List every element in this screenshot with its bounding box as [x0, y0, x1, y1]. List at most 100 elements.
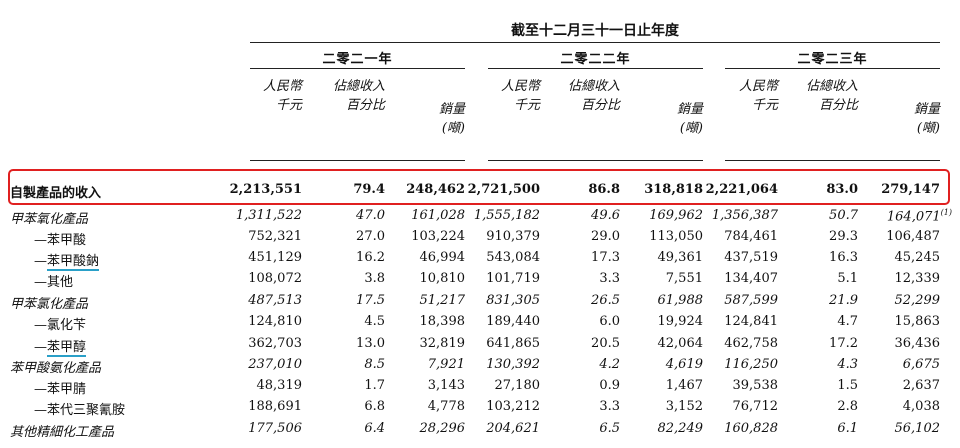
- table-row: 其他精細化工產品 177,506 6.4 28,296 204,621 6.5 82,249…: [0, 419, 960, 440]
- row-label: —苯甲腈: [34, 382, 87, 397]
- highlight-box: [8, 169, 950, 205]
- row-value: 188,691: [248, 399, 302, 414]
- row-value: 26.5: [591, 293, 620, 308]
- row-value: 6,675: [902, 357, 940, 372]
- header-rule: [250, 42, 940, 43]
- row-value: 49.6: [591, 208, 620, 223]
- row-label: —氯化苄: [34, 318, 87, 333]
- row-value: 1,467: [665, 378, 703, 393]
- row-value: 161,028: [411, 208, 465, 223]
- row-value: 3.3: [599, 399, 620, 414]
- row-value: 4,778: [427, 399, 465, 414]
- subhead-rule-2023: [725, 160, 940, 161]
- row-value: 28,296: [419, 421, 466, 436]
- row-value: 169,962: [649, 208, 703, 223]
- row-value: 19,924: [657, 314, 704, 329]
- row-value: 7,551: [665, 271, 703, 286]
- row-value: 130,392: [486, 357, 540, 372]
- row-label: 甲苯氯化產品: [10, 297, 89, 312]
- period-header: 截至十二月三十一日止年度: [511, 23, 679, 39]
- row-value: 462,758: [724, 336, 778, 351]
- row-value: 83.0: [826, 182, 858, 197]
- row-value: 910,379: [486, 229, 540, 244]
- row-label: 苯甲酸氨化產品: [10, 361, 102, 376]
- row-value: 113,050: [649, 229, 703, 244]
- row-value: 437,519: [724, 250, 778, 265]
- year-rule-2022: [488, 68, 703, 69]
- subhead-sales-volume: 銷量 (噸): [438, 102, 465, 136]
- row-value: 248,462: [406, 182, 465, 197]
- table-row: —氯化苄 124,810 4.5 18,398 189,440 6.0 19,924 124,…: [0, 312, 960, 333]
- year-rule-2023: [725, 68, 940, 69]
- row-value: 17.2: [829, 336, 858, 351]
- row-value: 27.0: [356, 229, 385, 244]
- table-row: 自製產品的收入 2,213,551 79.4 248,462 2,721,500 86.8…: [0, 180, 960, 201]
- row-value: 10,810: [419, 271, 466, 286]
- row-value: 6.4: [364, 421, 385, 436]
- row-value: 4,038: [902, 399, 940, 414]
- row-value: 6.1: [837, 421, 858, 436]
- row-value: 8.5: [364, 357, 385, 372]
- row-value: 61,988: [657, 293, 704, 308]
- row-value: 32,819: [419, 336, 466, 351]
- row-value: 1.5: [837, 378, 858, 393]
- table-row: 甲苯氯化產品 487,513 17.5 51,217 831,305 26.5 61,988…: [0, 291, 960, 312]
- table-row: —苯甲酸鈉 451,129 16.2 46,994 543,084 17.3 49,361 4…: [0, 248, 960, 271]
- row-value: 48,319: [256, 378, 303, 393]
- row-value: 3,143: [427, 378, 465, 393]
- row-value: 106,487: [886, 229, 940, 244]
- subhead-sales-volume: 銷量 (噸): [913, 102, 940, 136]
- row-value: 56,102: [894, 421, 941, 436]
- row-value: 17.3: [591, 250, 620, 265]
- subhead-rule-2021: [250, 160, 465, 161]
- row-value: 4,619: [665, 357, 703, 372]
- row-value: 134,407: [724, 271, 778, 286]
- row-value: 27,180: [494, 378, 541, 393]
- row-value: 784,461: [724, 229, 778, 244]
- row-value: 36,436: [894, 336, 941, 351]
- row-value: 6.0: [599, 314, 620, 329]
- row-value: 79.4: [353, 182, 385, 197]
- row-value: 15,863: [894, 314, 941, 329]
- row-value: 164,071(1): [886, 208, 952, 225]
- row-value: 49,361: [657, 250, 704, 265]
- row-value: 76,712: [732, 399, 779, 414]
- row-value: 451,129: [248, 250, 302, 265]
- row-value: 487,513: [248, 293, 302, 308]
- row-label: —苯甲醇: [34, 340, 87, 357]
- row-value: 4.2: [599, 357, 620, 372]
- row-value: 189,440: [486, 314, 540, 329]
- row-value: 3.8: [364, 271, 385, 286]
- row-value: 52,299: [894, 293, 941, 308]
- row-value: 0.9: [599, 378, 620, 393]
- row-value: 1.7: [364, 378, 385, 393]
- row-value: 21.9: [829, 293, 858, 308]
- row-value: 20.5: [591, 336, 620, 351]
- row-value: 45,245: [894, 250, 941, 265]
- row-value: 641,865: [486, 336, 540, 351]
- row-value: 16.2: [356, 250, 385, 265]
- row-value: 6.5: [599, 421, 620, 436]
- year-rule-2021: [250, 68, 465, 69]
- row-value: 4.3: [837, 357, 858, 372]
- row-label: —苯甲酸: [34, 233, 87, 248]
- row-label: 自製產品的收入: [10, 186, 102, 201]
- table-row: —苯甲酸 752,321 27.0 103,224 910,379 29.0 113,050…: [0, 227, 960, 248]
- row-value: 103,212: [486, 399, 540, 414]
- subhead-rule-2022: [488, 160, 703, 161]
- row-label: 其他精細化工產品: [10, 425, 115, 440]
- subhead-rmb-thousands: 人民幣 千元: [262, 79, 302, 113]
- row-value: 12,339: [894, 271, 941, 286]
- table-row: —其他 108,072 3.8 10,810 101,719 3.3 7,551 134,40…: [0, 269, 960, 290]
- row-value: 177,506: [248, 421, 302, 436]
- year-2021: 二零二一年: [322, 52, 393, 67]
- row-value: 5.1: [837, 271, 858, 286]
- row-value: 16.3: [829, 250, 858, 265]
- row-value: 13.0: [356, 336, 385, 351]
- year-2023: 二零二三年: [797, 52, 868, 67]
- row-value: 103,224: [411, 229, 465, 244]
- row-value: 1,356,387: [711, 208, 778, 223]
- row-value: 108,072: [248, 271, 302, 286]
- row-value: 752,321: [248, 229, 302, 244]
- row-value: 124,841: [724, 314, 778, 329]
